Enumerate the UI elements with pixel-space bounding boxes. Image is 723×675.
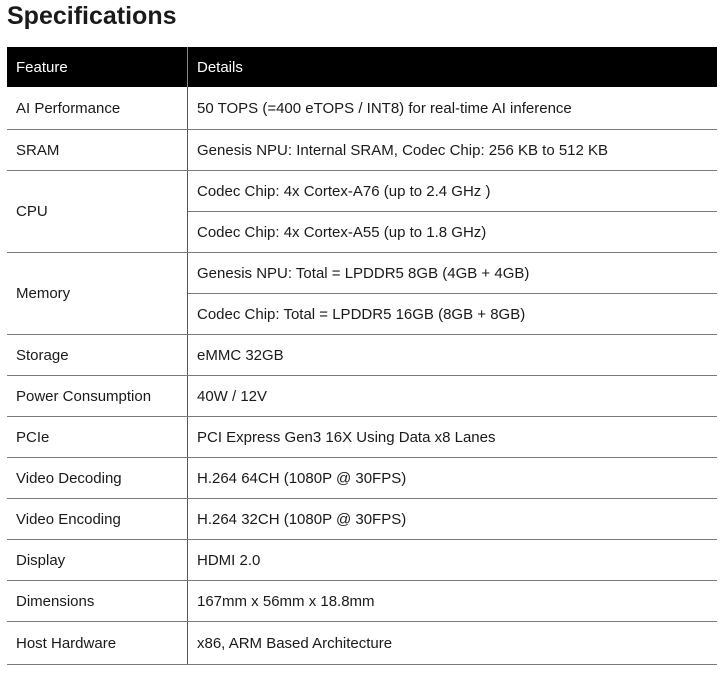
feature-cell: Memory [7,252,188,335]
table-header-row: Feature Details [7,47,717,87]
feature-cell: Display [7,539,188,581]
details-cell: 167mm x 56mm x 18.8mm [187,580,717,622]
details-cell: x86, ARM Based Architecture [187,621,717,665]
table-row: AI Performance 50 TOPS (=400 eTOPS / INT8… [7,87,717,130]
table-row: Dimensions 167mm x 56mm x 18.8mm [7,580,717,622]
table-row: Storage eMMC 32GB [7,334,717,376]
table-row: Host Hardware x86, ARM Based Architecture [7,621,717,665]
table-row: Video Encoding H.264 32CH (1080P @ 30FPS) [7,498,717,540]
feature-cell: AI Performance [7,87,188,130]
table-row: Codec Chip: Total = LPDDR5 16GB (8GB + 8… [7,293,717,335]
feature-cell: Host Hardware [7,621,188,665]
details-cell: H.264 32CH (1080P @ 30FPS) [187,498,717,540]
feature-cell: Video Decoding [7,457,188,499]
details-cell: HDMI 2.0 [187,539,717,581]
details-cell: Codec Chip: Total = LPDDR5 16GB (8GB + 8… [187,293,717,335]
feature-cell: CPU [7,170,188,253]
feature-cell: Dimensions [7,580,188,622]
header-feature: Feature [7,47,188,87]
details-cell: Codec Chip: 4x Cortex-A76 (up to 2.4 GHz… [187,170,717,212]
feature-cell: SRAM [7,129,188,171]
table-row: SRAM Genesis NPU: Internal SRAM, Codec Ch… [7,129,717,171]
header-details: Details [187,47,717,87]
details-cell: H.264 64CH (1080P @ 30FPS) [187,457,717,499]
feature-cell: PCIe [7,416,188,458]
table-row: Memory Genesis NPU: Total = LPDDR5 8GB (4… [7,252,717,335]
details-cell: 40W / 12V [187,375,717,417]
details-cell: eMMC 32GB [187,334,717,376]
feature-cell: Power Consumption [7,375,188,417]
table-row: PCIe PCI Express Gen3 16X Using Data x8 L… [7,416,717,458]
page-title: Specifications [7,2,177,30]
table-row: CPU Codec Chip: 4x Cortex-A76 (up to 2.4 … [7,170,717,253]
details-cell: Genesis NPU: Internal SRAM, Codec Chip: … [187,129,717,171]
table-row: Power Consumption 40W / 12V [7,375,717,417]
feature-cell: Storage [7,334,188,376]
table-row: Video Decoding H.264 64CH (1080P @ 30FPS) [7,457,717,499]
table-row: Display HDMI 2.0 [7,539,717,581]
feature-cell: Video Encoding [7,498,188,540]
details-cell: Codec Chip: 4x Cortex-A55 (up to 1.8 GHz… [187,211,717,253]
details-cell: 50 TOPS (=400 eTOPS / INT8) for real-tim… [187,87,717,130]
table-row: Codec Chip: 4x Cortex-A55 (up to 1.8 GHz… [7,211,717,253]
details-cell: PCI Express Gen3 16X Using Data x8 Lanes [187,416,717,458]
specifications-table: Feature Details AI Performance 50 TOPS (=… [7,47,717,665]
details-cell: Genesis NPU: Total = LPDDR5 8GB (4GB + 4… [187,252,717,294]
